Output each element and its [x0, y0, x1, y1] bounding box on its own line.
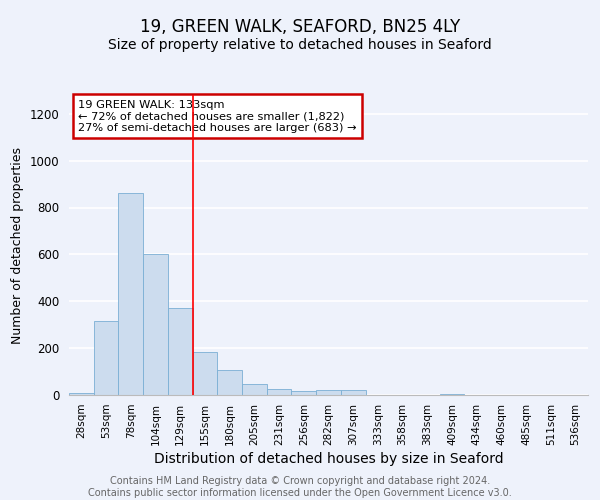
Bar: [292, 392, 316, 395]
Bar: [217, 370, 242, 395]
Text: 19, GREEN WALK, SEAFORD, BN25 4LY: 19, GREEN WALK, SEAFORD, BN25 4LY: [140, 18, 460, 36]
Bar: [193, 352, 217, 395]
Bar: [118, 194, 143, 395]
Text: 19 GREEN WALK: 133sqm
← 72% of detached houses are smaller (1,822)
27% of semi-d: 19 GREEN WALK: 133sqm ← 72% of detached …: [79, 100, 357, 132]
Bar: [316, 390, 341, 395]
Bar: [143, 254, 168, 395]
Bar: [94, 321, 118, 395]
Bar: [341, 390, 365, 395]
Text: Contains HM Land Registry data © Crown copyright and database right 2024.
Contai: Contains HM Land Registry data © Crown c…: [88, 476, 512, 498]
Bar: [440, 394, 464, 395]
Y-axis label: Number of detached properties: Number of detached properties: [11, 146, 24, 344]
Bar: [267, 389, 292, 395]
X-axis label: Distribution of detached houses by size in Seaford: Distribution of detached houses by size …: [154, 452, 503, 466]
Bar: [242, 384, 267, 395]
Bar: [168, 308, 193, 395]
Bar: [69, 392, 94, 395]
Text: Size of property relative to detached houses in Seaford: Size of property relative to detached ho…: [108, 38, 492, 52]
